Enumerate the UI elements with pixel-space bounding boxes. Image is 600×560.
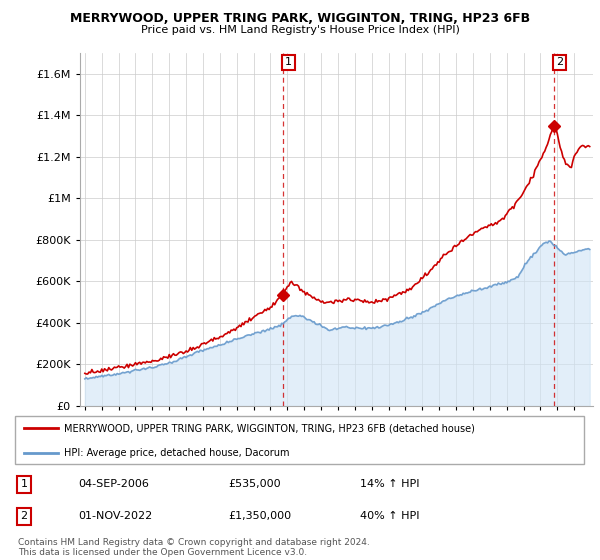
Text: Price paid vs. HM Land Registry's House Price Index (HPI): Price paid vs. HM Land Registry's House … (140, 25, 460, 35)
Text: 2: 2 (20, 511, 28, 521)
FancyBboxPatch shape (15, 416, 584, 464)
Text: 04-SEP-2006: 04-SEP-2006 (78, 479, 149, 489)
Text: £535,000: £535,000 (228, 479, 281, 489)
Text: 1: 1 (285, 57, 292, 67)
Text: 01-NOV-2022: 01-NOV-2022 (78, 511, 152, 521)
Text: 1: 1 (20, 479, 28, 489)
Text: 14% ↑ HPI: 14% ↑ HPI (360, 479, 419, 489)
Text: MERRYWOOD, UPPER TRING PARK, WIGGINTON, TRING, HP23 6FB (detached house): MERRYWOOD, UPPER TRING PARK, WIGGINTON, … (64, 423, 475, 433)
Text: HPI: Average price, detached house, Dacorum: HPI: Average price, detached house, Daco… (64, 448, 289, 458)
Text: MERRYWOOD, UPPER TRING PARK, WIGGINTON, TRING, HP23 6FB: MERRYWOOD, UPPER TRING PARK, WIGGINTON, … (70, 12, 530, 25)
Text: 40% ↑ HPI: 40% ↑ HPI (360, 511, 419, 521)
Text: Contains HM Land Registry data © Crown copyright and database right 2024.
This d: Contains HM Land Registry data © Crown c… (18, 538, 370, 557)
Text: 2: 2 (556, 57, 563, 67)
Text: £1,350,000: £1,350,000 (228, 511, 291, 521)
